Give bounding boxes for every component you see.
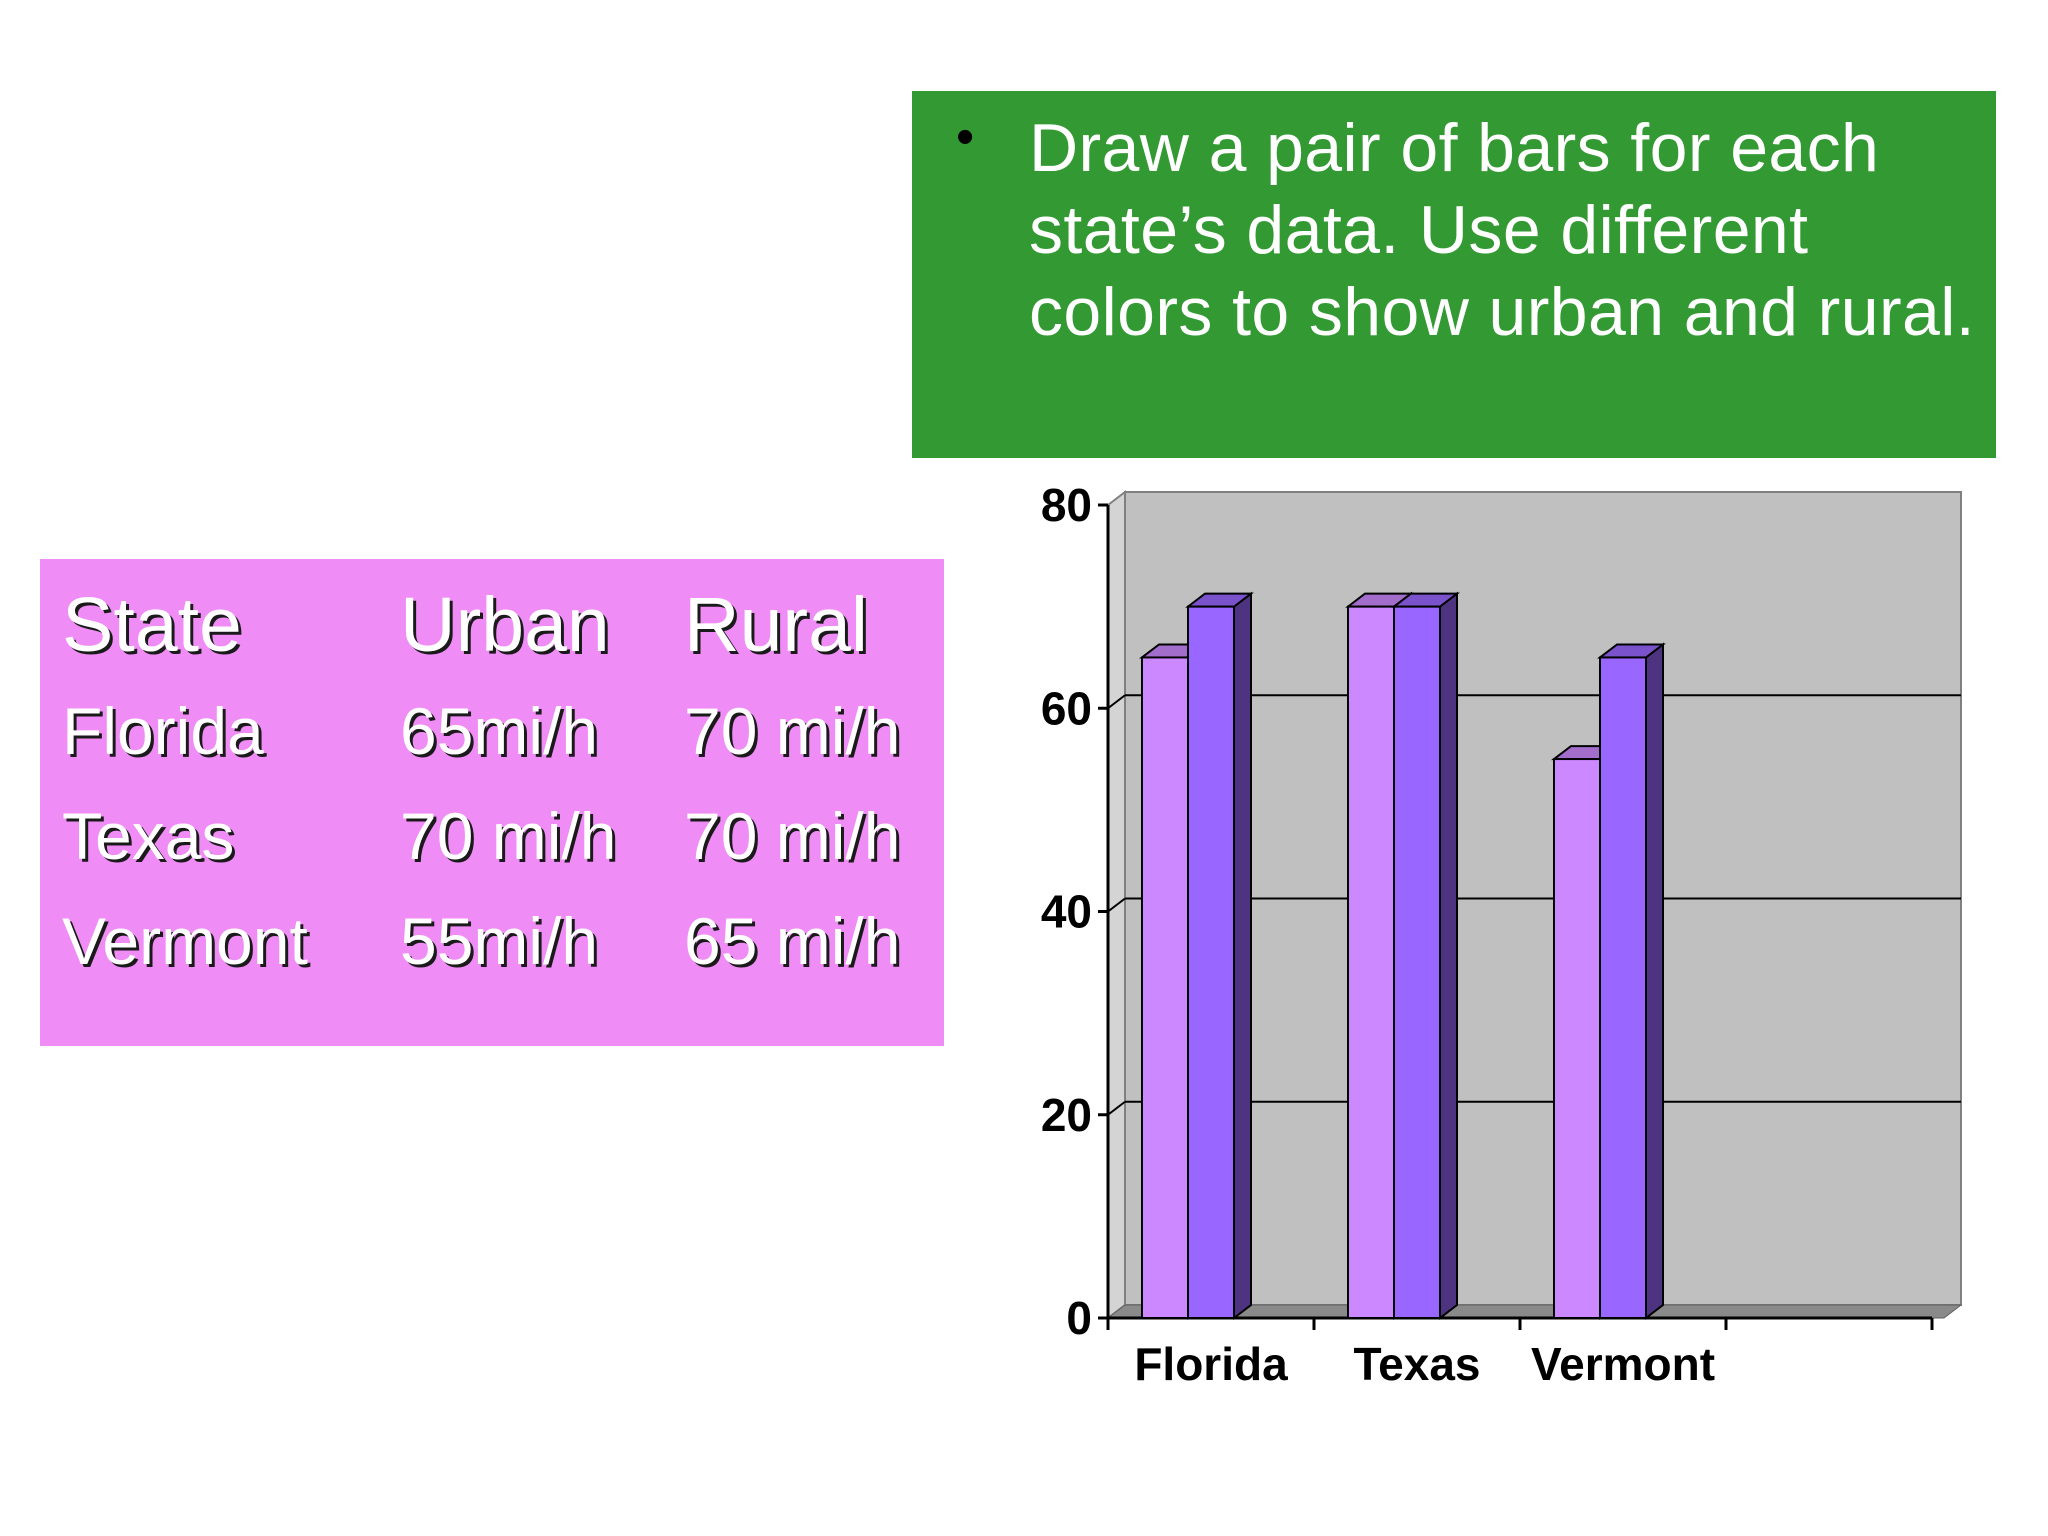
gridline-depth bbox=[1107, 897, 1126, 913]
instruction-box: • Draw a pair of bars for each state’s d… bbox=[912, 91, 1996, 458]
x-category-label: Florida bbox=[1134, 1338, 1288, 1390]
x-category-label: Vermont bbox=[1531, 1338, 1715, 1390]
gridline-depth bbox=[1107, 694, 1126, 710]
cell-florida-urban: 65mi/h bbox=[400, 694, 599, 768]
bar bbox=[1553, 758, 1601, 1319]
header-state: State bbox=[62, 582, 242, 668]
bar bbox=[1141, 656, 1189, 1319]
bar bbox=[1347, 605, 1395, 1319]
cell-vermont-state: Vermont bbox=[62, 904, 308, 978]
x-category-label: Texas bbox=[1353, 1338, 1480, 1390]
y-tick-label: 20 bbox=[1041, 1089, 1092, 1141]
y-tick-label: 60 bbox=[1041, 682, 1092, 734]
cell-texas-urban: 70 mi/h bbox=[400, 799, 617, 873]
bar bbox=[1187, 605, 1235, 1319]
cell-vermont-urban: 55mi/h bbox=[400, 904, 599, 978]
instruction-text: Draw a pair of bars for each state’s dat… bbox=[1029, 110, 1976, 350]
bar-side bbox=[1233, 591, 1252, 1321]
cell-florida-state: Florida bbox=[62, 694, 264, 768]
y-tick-label: 0 bbox=[1066, 1292, 1092, 1344]
bar bbox=[1599, 656, 1647, 1319]
cell-vermont-rural: 65 mi/h bbox=[684, 904, 901, 978]
header-rural: Rural bbox=[684, 582, 869, 668]
cell-texas-rural: 70 mi/h bbox=[684, 799, 901, 873]
cell-florida-rural: 70 mi/h bbox=[684, 694, 901, 768]
bar-side bbox=[1645, 642, 1664, 1321]
y-tick-label: 80 bbox=[1041, 479, 1092, 531]
cell-texas-state: Texas bbox=[62, 799, 235, 873]
y-tick-label: 40 bbox=[1041, 886, 1092, 938]
bullet-marker: • bbox=[956, 108, 975, 166]
header-urban: Urban bbox=[400, 582, 610, 668]
gridline-depth bbox=[1107, 1100, 1126, 1116]
speed-limit-table: State Urban Rural Florida 65mi/h 70 mi/h… bbox=[40, 559, 944, 1046]
bar-side bbox=[1439, 591, 1458, 1321]
bar bbox=[1393, 605, 1441, 1319]
